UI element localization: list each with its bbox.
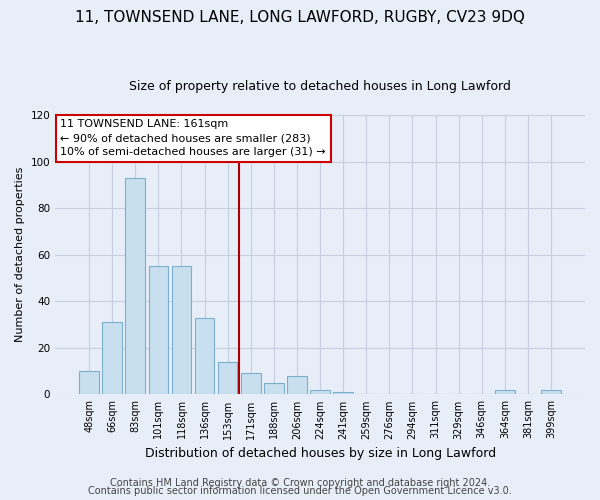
Bar xyxy=(125,178,145,394)
Bar xyxy=(103,322,122,394)
Bar xyxy=(79,371,99,394)
Bar xyxy=(287,376,307,394)
Y-axis label: Number of detached properties: Number of detached properties xyxy=(15,167,25,342)
Bar xyxy=(172,266,191,394)
Bar xyxy=(334,392,353,394)
Bar xyxy=(264,383,284,394)
Text: Contains HM Land Registry data © Crown copyright and database right 2024.: Contains HM Land Registry data © Crown c… xyxy=(110,478,490,488)
Text: Contains public sector information licensed under the Open Government Licence v3: Contains public sector information licen… xyxy=(88,486,512,496)
Bar xyxy=(310,390,330,394)
Text: 11 TOWNSEND LANE: 161sqm
← 90% of detached houses are smaller (283)
10% of semi-: 11 TOWNSEND LANE: 161sqm ← 90% of detach… xyxy=(61,119,326,157)
Title: Size of property relative to detached houses in Long Lawford: Size of property relative to detached ho… xyxy=(129,80,511,93)
Bar xyxy=(541,390,561,394)
Bar xyxy=(218,362,238,394)
Text: 11, TOWNSEND LANE, LONG LAWFORD, RUGBY, CV23 9DQ: 11, TOWNSEND LANE, LONG LAWFORD, RUGBY, … xyxy=(75,10,525,25)
Bar xyxy=(495,390,515,394)
Bar xyxy=(149,266,168,394)
Bar xyxy=(241,374,260,394)
X-axis label: Distribution of detached houses by size in Long Lawford: Distribution of detached houses by size … xyxy=(145,447,496,460)
Bar xyxy=(195,318,214,394)
